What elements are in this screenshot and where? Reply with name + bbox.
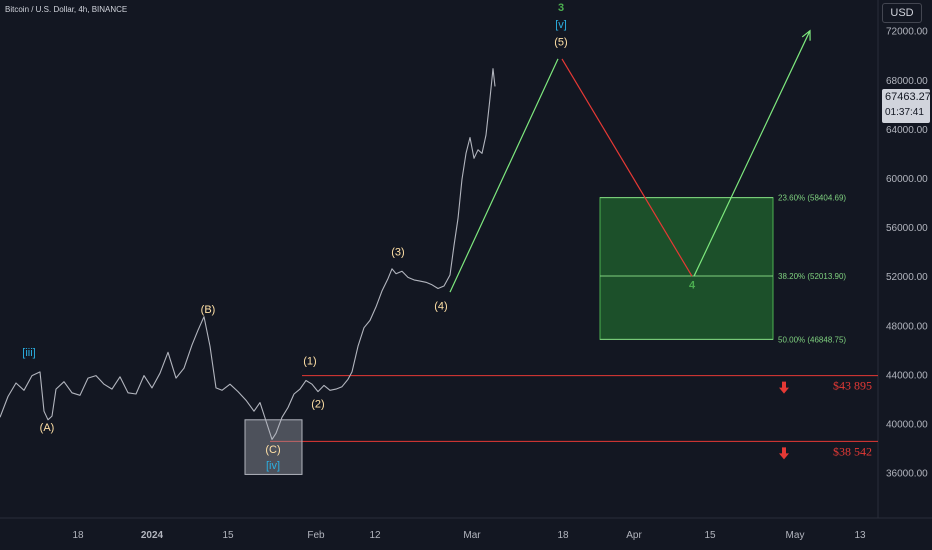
x-tick-label: 15 <box>222 530 234 541</box>
x-tick-label: 18 <box>72 530 84 541</box>
x-tick-label: Apr <box>626 530 642 541</box>
projection-up-line <box>449 58 559 293</box>
wave-label: (C) <box>265 444 280 456</box>
fib-retracement-zone <box>599 197 774 340</box>
fib-level-label: 23.60% (58404.69) <box>778 194 846 203</box>
currency-button[interactable]: USD <box>882 3 922 23</box>
y-tick-label: 48000.00 <box>886 321 928 332</box>
y-tick-label: 44000.00 <box>886 370 928 381</box>
y-tick-label: 60000.00 <box>886 174 928 185</box>
wave-label: [iii] <box>22 347 35 359</box>
wave-label: (4) <box>434 300 447 312</box>
down-arrow-icon <box>779 447 789 460</box>
wave-label: [v] <box>555 19 567 31</box>
support-level-label: $43 895 <box>833 379 872 393</box>
wave-label: (1) <box>303 356 316 368</box>
y-tick-label: 56000.00 <box>886 223 928 234</box>
wave-label: (A) <box>40 422 55 434</box>
y-tick-label: 40000.00 <box>886 419 928 430</box>
x-tick-label: 2024 <box>141 530 164 541</box>
y-tick-label: 52000.00 <box>886 272 928 283</box>
wave-label: (B) <box>201 304 216 316</box>
x-tick-label: Feb <box>307 530 325 541</box>
x-tick-label: Mar <box>463 530 481 541</box>
symbol-title: Bitcoin / U.S. Dollar, 4h, BINANCE <box>5 5 128 14</box>
wave-label: [iv] <box>266 460 280 472</box>
y-tick-label: 36000.00 <box>886 469 928 480</box>
wave-label: (3) <box>391 246 404 258</box>
y-tick-label: 64000.00 <box>886 125 928 136</box>
x-tick-label: 15 <box>704 530 716 541</box>
y-tick-label: 72000.00 <box>886 27 928 38</box>
wave-label: (2) <box>311 399 324 411</box>
bar-countdown: 01:37:41 <box>885 107 924 118</box>
x-tick-label: 13 <box>854 530 866 541</box>
last-price: 67463.27 <box>885 91 931 103</box>
last-price-tag: 67463.27 01:37:41 <box>882 89 931 123</box>
wave-label: 3 <box>558 2 564 14</box>
price-series-line <box>0 68 496 440</box>
x-tick-label: May <box>786 530 805 541</box>
wave-iv-box <box>244 419 303 475</box>
y-tick-label: 68000.00 <box>886 76 928 87</box>
down-arrow-icon <box>779 381 789 394</box>
fib-level-label: 50.00% (46848.75) <box>778 335 846 344</box>
projection-down-line <box>561 58 693 277</box>
x-tick-label: 12 <box>369 530 381 541</box>
projection-up-line <box>693 30 811 277</box>
wave-label: 4 <box>689 279 696 291</box>
fib-level-label: 38.20% (52013.90) <box>778 272 846 281</box>
x-tick-label: 18 <box>557 530 569 541</box>
projection-arrowhead <box>801 29 811 41</box>
support-level-label: $38 542 <box>833 444 872 458</box>
wave-label: (5) <box>554 36 567 48</box>
